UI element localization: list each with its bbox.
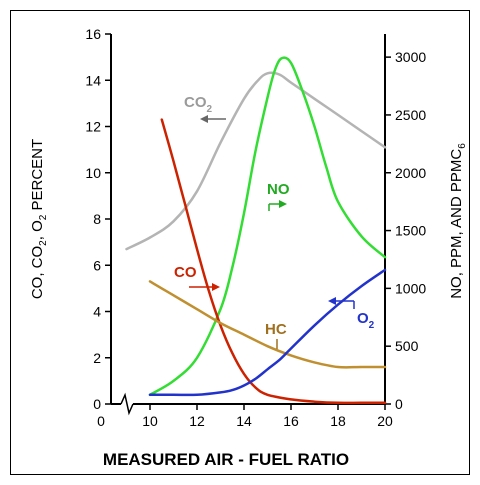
y-left-tick-label: 4: [93, 304, 101, 320]
curve-labels: CO2 NO CO HC O2: [174, 94, 375, 349]
co-label: CO: [174, 264, 197, 281]
y-right-tick-label: 2000: [395, 165, 426, 181]
series-line-hc: [148, 280, 387, 369]
y-axis-left-label: CO, CO2, O2 PERCENT: [29, 139, 49, 299]
o2-label-arrowhead: [328, 297, 336, 305]
y-axis-right-label: NO, PPM, AND PPMC6: [448, 143, 468, 299]
y-right-tick-label: 2500: [395, 107, 426, 123]
y-left-tick-label: 16: [85, 26, 101, 42]
y-left-tick-label: 0: [93, 396, 101, 412]
x-axis-label: MEASURED AIR - FUEL RATIO: [103, 450, 349, 469]
y-left-tick-label: 6: [93, 257, 101, 273]
no-label-arrowhead: [279, 200, 287, 208]
o2-label: O2: [357, 310, 375, 331]
co2-label-arrowhead: [200, 115, 208, 123]
ticks: 0 2 4 6 8 10 12 14 16 0 500 1000 1500 2000 2500 3000 0 10…: [85, 26, 426, 429]
x-tick-label: 12: [189, 413, 205, 429]
y-right-tick-label: 500: [395, 338, 419, 354]
no-label: NO: [267, 181, 290, 198]
x-tick-label: 18: [330, 413, 346, 429]
x-tick-label: 14: [236, 413, 252, 429]
y-left-tick-label: 14: [85, 72, 101, 88]
y-right-tick-label: 0: [395, 396, 403, 412]
series-line-o2: [148, 268, 387, 397]
y-left-tick-label: 2: [93, 350, 101, 366]
air-fuel-emissions-chart: 0 2 4 6 8 10 12 14 16 0 500 1000 1500 2000 2500 3000 0 10…: [29, 26, 468, 469]
series-lines: [125, 56, 387, 405]
y-left-tick-label: 10: [85, 165, 101, 181]
y-left-tick-label: 8: [93, 211, 101, 227]
y-right-tick-label: 3000: [395, 49, 426, 65]
x-tick-label: 0: [97, 413, 105, 429]
series-line-no: [148, 56, 387, 397]
x-tick-label: 16: [283, 413, 299, 429]
series-line-co: [160, 118, 387, 405]
hc-label: HC: [265, 321, 287, 338]
y-right-tick-label: 1500: [395, 223, 426, 239]
co-label-arrowhead: [212, 283, 220, 291]
co2-label: CO2: [184, 94, 213, 115]
x-tick-label: 10: [142, 413, 158, 429]
chart-frame: 0 2 4 6 8 10 12 14 16 0 500 1000 1500 2000 2500 3000 0 10…: [10, 10, 470, 475]
y-right-tick-label: 1000: [395, 280, 426, 296]
y-left-tick-label: 12: [85, 119, 101, 135]
x-tick-label: 20: [377, 413, 393, 429]
axis-break-mark: [120, 392, 134, 416]
series-line-co2: [125, 71, 387, 251]
